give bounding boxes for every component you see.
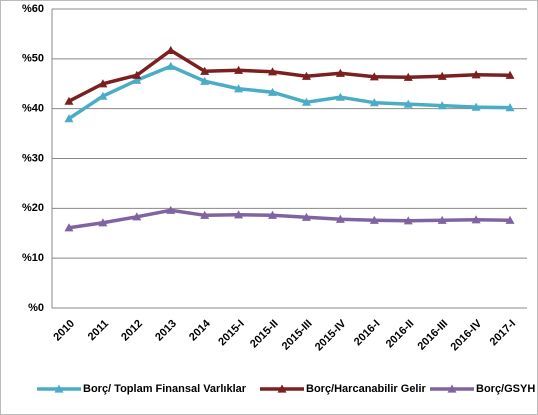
point-marker (98, 91, 108, 100)
point-marker (505, 103, 515, 112)
point-marker (64, 96, 74, 105)
point-marker (369, 215, 379, 224)
point-marker (505, 70, 515, 79)
point-marker (335, 68, 345, 77)
point-marker (166, 205, 176, 214)
point-marker (471, 70, 481, 79)
point-marker (403, 72, 413, 81)
point-marker (234, 65, 244, 74)
legend-label: Borç/Harcanabilir Gelir (306, 383, 427, 395)
point-marker (403, 216, 413, 225)
point-marker (335, 92, 345, 101)
y-tick-label: %60 (22, 3, 44, 15)
point-marker (234, 210, 244, 219)
point-marker (200, 210, 210, 219)
legend-marker (447, 384, 457, 393)
point-marker (369, 72, 379, 81)
point-marker (301, 212, 311, 221)
series-line (68, 208, 511, 230)
y-tick-label: %20 (22, 202, 44, 214)
legend-marker (54, 384, 64, 393)
point-marker (132, 75, 142, 84)
point-marker (132, 70, 142, 79)
point-marker (268, 210, 278, 219)
point-marker (437, 101, 447, 110)
point-marker (471, 215, 481, 224)
y-tick-label: %40 (22, 103, 44, 115)
legend-marker (277, 384, 287, 393)
legend-label: Borç/GSYH (476, 383, 535, 395)
y-tick-label: %50 (22, 53, 44, 65)
point-marker (437, 71, 447, 80)
series-line (68, 48, 511, 103)
point-marker (166, 45, 176, 54)
point-marker (268, 67, 278, 76)
point-marker (166, 61, 176, 70)
series-line (67, 64, 511, 121)
y-tick-label: %30 (22, 152, 44, 164)
point-marker (132, 212, 142, 221)
point-marker (437, 215, 447, 224)
point-marker (98, 218, 108, 227)
point-marker (234, 84, 244, 93)
point-marker (200, 76, 210, 85)
point-marker (335, 214, 345, 223)
legend-label: Borç/ Toplam Finansal Varlıklar (83, 383, 247, 395)
point-marker (301, 71, 311, 80)
point-marker (268, 87, 278, 96)
point-marker (64, 223, 74, 232)
point-marker (369, 98, 379, 107)
point-marker (505, 215, 515, 224)
point-marker (471, 102, 481, 111)
point-marker (64, 114, 74, 123)
point-marker (98, 79, 108, 88)
point-marker (301, 97, 311, 106)
y-tick-label: %10 (22, 252, 44, 264)
point-marker (403, 99, 413, 108)
point-marker (200, 66, 210, 75)
y-tick-label: %0 (28, 302, 44, 314)
